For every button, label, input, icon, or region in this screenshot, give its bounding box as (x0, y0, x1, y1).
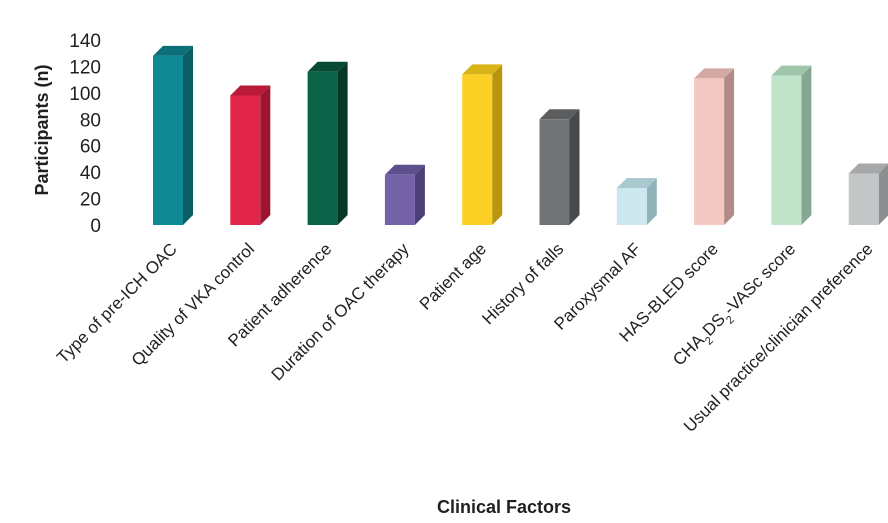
bar-top (694, 68, 735, 79)
bar-side (569, 109, 580, 225)
bar (694, 68, 735, 225)
bar-side (646, 178, 657, 225)
bar-front (230, 95, 261, 225)
bar-side (492, 64, 503, 225)
bar-side (260, 85, 271, 225)
bar-top (462, 64, 503, 75)
bar-front (307, 71, 338, 225)
y-tick-label: 20 (80, 190, 101, 211)
bar-side (724, 68, 735, 225)
bar-top (307, 61, 348, 72)
bars (153, 45, 888, 225)
bar (462, 64, 503, 225)
bar-top (616, 178, 657, 188)
y-tick-label: 80 (80, 110, 101, 131)
y-tick-label: 120 (69, 57, 101, 78)
bar-front (771, 75, 802, 225)
bar-front (694, 78, 725, 225)
bar (848, 163, 888, 225)
bar-front (616, 188, 647, 225)
y-axis-title: Participants (n) (32, 64, 52, 195)
bar-side (337, 61, 348, 225)
bar-side (878, 164, 888, 225)
bar-front (539, 119, 570, 225)
bar-top (771, 65, 812, 76)
bar-front (153, 55, 183, 225)
bar-top (848, 163, 888, 174)
bar-top (384, 164, 425, 175)
bar-top (153, 45, 193, 56)
bar (616, 178, 657, 225)
bar-side (183, 45, 193, 225)
y-tick-label: 0 (90, 216, 101, 237)
y-axis-ticks: 0 20 40 60 80 100 120 140 (69, 31, 101, 237)
bar (771, 65, 812, 225)
bar (384, 164, 425, 225)
x-tick-label: History of falls (478, 239, 567, 328)
x-axis-title: Clinical Factors (437, 497, 571, 517)
y-tick-label: 140 (69, 31, 101, 52)
bar-top (230, 85, 271, 96)
bar (307, 61, 348, 225)
y-tick-label: 40 (80, 163, 101, 184)
x-tick-label: Duration of OAC therapy (268, 239, 413, 384)
bar-side (801, 65, 812, 225)
y-tick-label: 100 (69, 84, 101, 105)
y-tick-label: 60 (80, 137, 101, 158)
bar-side (414, 164, 425, 225)
bar (539, 109, 580, 225)
bar (153, 45, 193, 225)
bar-top (539, 109, 580, 120)
bar (230, 85, 271, 225)
bar-front (462, 74, 493, 225)
x-tick-label: Patient age (416, 239, 490, 313)
bar-front (848, 173, 879, 225)
bar-front (384, 174, 415, 225)
